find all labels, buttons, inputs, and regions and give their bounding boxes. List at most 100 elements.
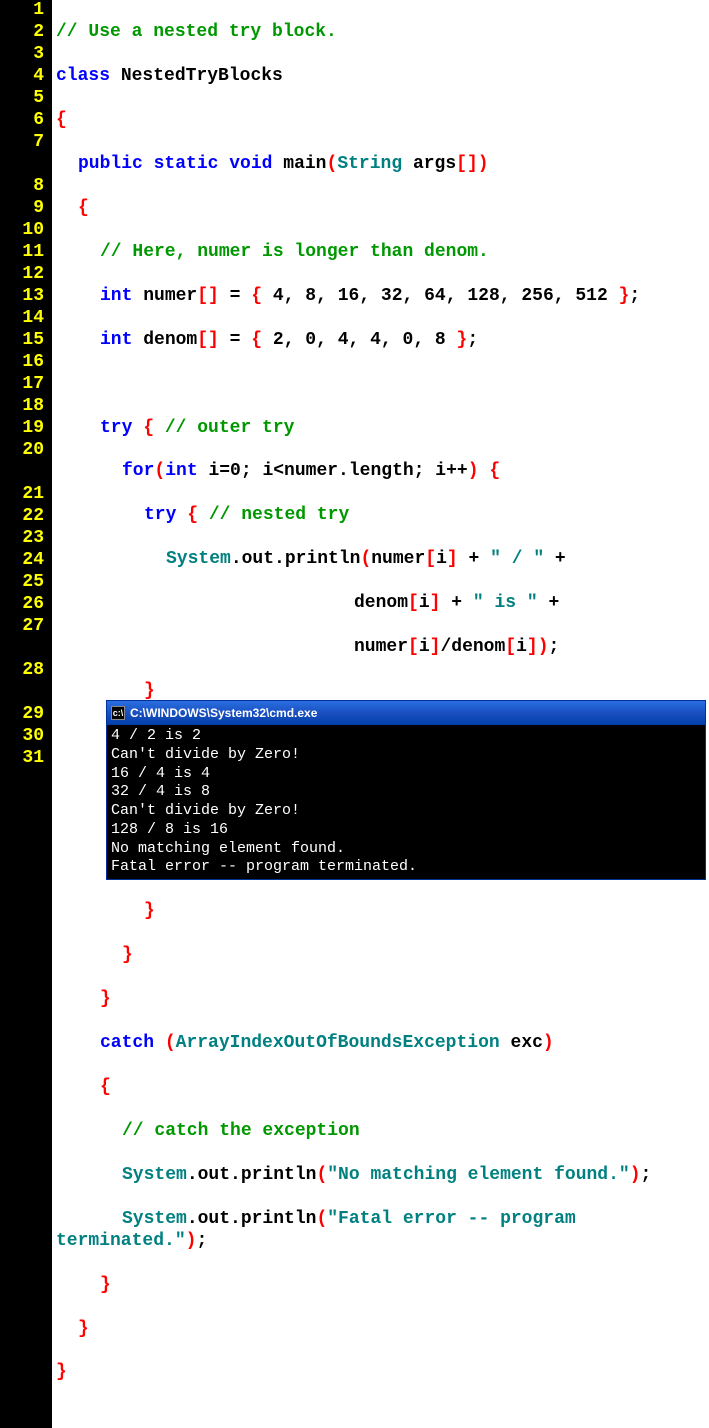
keyword: void: [229, 154, 272, 174]
keyword-int: int: [100, 330, 132, 350]
keyword: static: [154, 154, 219, 174]
console-line: Fatal error -- program terminated.: [111, 858, 701, 877]
paren: (: [360, 549, 371, 569]
console-line: 128 / 8 is 16: [111, 821, 701, 840]
ident: denom: [143, 330, 197, 350]
ident: numer: [354, 637, 408, 657]
ident: denom: [354, 593, 408, 613]
line-number: 28: [0, 660, 44, 682]
op: +: [544, 549, 566, 569]
console-line: 4 / 2 is 2: [111, 727, 701, 746]
brace: }: [56, 1362, 67, 1382]
paren: (: [165, 1033, 176, 1053]
string: "No matching element found.": [327, 1165, 629, 1185]
line-number: 19: [0, 418, 44, 440]
line-number: 10: [0, 220, 44, 242]
ident: i: [419, 593, 430, 613]
ident: exc: [511, 1033, 543, 1053]
line-number: 1: [0, 0, 44, 22]
comment: // Use a nested try block.: [56, 22, 337, 42]
brace: }: [144, 681, 155, 701]
op: +: [458, 549, 490, 569]
string: " / ": [490, 549, 544, 569]
ident: i: [516, 637, 527, 657]
ident: denom: [451, 637, 505, 657]
op: +: [440, 593, 472, 613]
comment: // catch the exception: [122, 1121, 360, 1141]
paren: ): [186, 1231, 197, 1251]
ident: numer: [371, 549, 425, 569]
bracket: []: [197, 286, 219, 306]
comment: // Here, numer is longer than denom.: [100, 242, 489, 262]
method-call: .out.println: [187, 1165, 317, 1185]
comment: // nested try: [209, 505, 349, 525]
line-number: 4: [0, 66, 44, 88]
paren: (: [316, 1209, 327, 1229]
keyword-int: int: [165, 461, 197, 481]
ident: i: [436, 549, 447, 569]
line-number: 7: [0, 132, 44, 154]
brace: {: [100, 1077, 111, 1097]
keyword-class: class: [56, 66, 110, 86]
bracket: ]): [527, 637, 549, 657]
brace: }: [457, 330, 468, 350]
paren: ): [543, 1033, 554, 1053]
line-number-gutter: 1 2 3 4 5 6 7 - 8 9 10 11 12 13 14 15 16…: [0, 0, 52, 1428]
keyword: public: [78, 154, 143, 174]
brace: {: [187, 505, 198, 525]
line-number: 23: [0, 528, 44, 550]
brace: }: [619, 286, 630, 306]
line-number: 18: [0, 396, 44, 418]
line-number: 31: [0, 748, 44, 770]
bracket: [: [425, 549, 436, 569]
line-number: 8: [0, 176, 44, 198]
paren: (: [316, 1165, 327, 1185]
line-number: 5: [0, 88, 44, 110]
line-number: 25: [0, 572, 44, 594]
ident: System: [122, 1209, 187, 1229]
numbers: 2, 0, 4, 4, 0, 8: [273, 330, 446, 350]
brace: }: [144, 901, 155, 921]
bracket: ]: [447, 549, 458, 569]
brace: }: [122, 945, 133, 965]
brace: {: [251, 286, 262, 306]
cmd-icon: c:\: [111, 706, 125, 720]
line-number: 14: [0, 308, 44, 330]
cmd-window[interactable]: c:\ C:\WINDOWS\System32\cmd.exe 4 / 2 is…: [106, 700, 706, 880]
paren: ): [468, 461, 479, 481]
line-number: 9: [0, 198, 44, 220]
brace: }: [100, 1275, 111, 1295]
comment: // outer try: [165, 418, 295, 438]
line-number: 16: [0, 352, 44, 374]
console-line: Can't divide by Zero!: [111, 802, 701, 821]
brace: {: [143, 418, 154, 438]
bracket: ]: [430, 637, 441, 657]
line-number: 24: [0, 550, 44, 572]
keyword-try: try: [144, 505, 176, 525]
method-call: .out.println: [231, 549, 361, 569]
line-number: 27: [0, 616, 44, 638]
bracket: ]: [430, 593, 441, 613]
cmd-output[interactable]: 4 / 2 is 2 Can't divide by Zero! 16 / 4 …: [107, 725, 705, 879]
brace: {: [489, 461, 500, 481]
brace: }: [100, 989, 111, 1009]
console-line: No matching element found.: [111, 840, 701, 859]
line-number: 26: [0, 594, 44, 616]
ident: System: [166, 549, 231, 569]
ident: args: [413, 154, 456, 174]
line-number: 21: [0, 484, 44, 506]
console-line: 16 / 4 is 4: [111, 765, 701, 784]
console-line: Can't divide by Zero!: [111, 746, 701, 765]
console-line: 32 / 4 is 8: [111, 783, 701, 802]
line-number: 30: [0, 726, 44, 748]
line-number: 29: [0, 704, 44, 726]
cmd-titlebar[interactable]: c:\ C:\WINDOWS\System32\cmd.exe: [107, 701, 705, 725]
line-number: 6: [0, 110, 44, 132]
paren: (: [154, 461, 165, 481]
ident: System: [122, 1165, 187, 1185]
bracket: []): [456, 154, 488, 174]
brace: {: [78, 198, 89, 218]
line-number: 12: [0, 264, 44, 286]
method-name: main: [283, 154, 326, 174]
keyword-try: try: [100, 418, 132, 438]
